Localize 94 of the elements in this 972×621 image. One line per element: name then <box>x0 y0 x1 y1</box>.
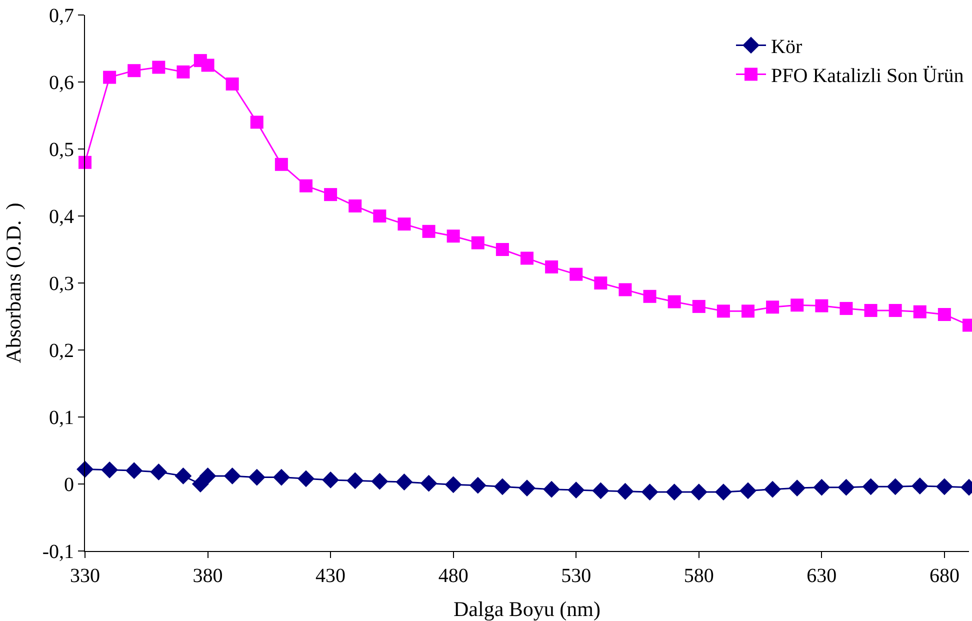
point <box>274 158 288 171</box>
point <box>740 482 756 500</box>
point <box>199 468 216 484</box>
point <box>248 468 266 486</box>
point <box>469 476 486 494</box>
x-tick-label: 630 <box>806 565 837 587</box>
y-tick-label: 0,6 <box>49 72 74 94</box>
point <box>840 302 853 315</box>
y-tick-label: 0,7 <box>49 5 74 27</box>
point <box>592 482 610 500</box>
point <box>716 304 730 318</box>
point <box>766 300 780 314</box>
point <box>643 290 656 303</box>
point <box>518 480 536 496</box>
point <box>668 295 681 308</box>
point <box>176 65 190 78</box>
point <box>300 179 312 192</box>
x-tick-label: 680 <box>929 565 960 587</box>
point <box>938 308 951 321</box>
x-tick-label: 480 <box>438 565 468 587</box>
point <box>568 482 585 498</box>
point <box>396 474 413 490</box>
x-tick-label: 330 <box>70 565 100 587</box>
point <box>520 252 534 265</box>
point <box>641 484 658 500</box>
y-tick-label: 0,1 <box>49 407 74 429</box>
point <box>666 484 683 500</box>
point <box>201 58 214 72</box>
y-tick-label: 0,3 <box>49 273 74 295</box>
point <box>174 468 192 484</box>
point <box>471 236 484 250</box>
point <box>422 224 436 238</box>
point <box>298 470 314 488</box>
point <box>742 304 754 318</box>
legend-label: PFO Katalizli Son Ürün <box>771 65 964 88</box>
point <box>150 463 168 480</box>
point <box>764 480 782 498</box>
point <box>420 474 438 492</box>
point <box>101 461 118 478</box>
point <box>322 472 340 488</box>
x-tick-label: 430 <box>316 565 346 587</box>
point <box>371 472 388 490</box>
point <box>815 299 828 312</box>
x-tick-label: 380 <box>192 565 223 587</box>
point <box>128 64 141 78</box>
point <box>348 199 362 212</box>
point <box>888 304 902 317</box>
point <box>913 305 926 318</box>
point <box>373 210 386 222</box>
x-axis-title: Dalga Boyu (nm) <box>454 597 600 621</box>
point <box>126 462 143 480</box>
y-tick-label: 0,2 <box>49 340 74 362</box>
point <box>545 260 558 274</box>
y-tick-label: 0,4 <box>49 206 74 228</box>
point <box>862 478 880 496</box>
point <box>690 484 708 500</box>
point <box>250 116 264 129</box>
y-axis-title: Absorbans (O.D. ) <box>1 202 26 364</box>
x-tick-label: 580 <box>684 565 714 587</box>
point <box>911 478 928 494</box>
point <box>594 276 608 290</box>
point <box>192 476 209 492</box>
x-tick-label: 530 <box>561 565 592 587</box>
point <box>398 218 411 231</box>
point <box>886 478 904 496</box>
point <box>152 60 166 74</box>
point <box>226 78 239 91</box>
point <box>496 243 509 256</box>
point <box>936 478 953 496</box>
point <box>324 188 338 202</box>
point <box>224 468 241 484</box>
point <box>78 156 92 169</box>
point <box>788 480 806 496</box>
point <box>444 476 462 494</box>
point <box>864 304 878 317</box>
point <box>813 478 830 496</box>
point <box>714 484 732 500</box>
point <box>692 300 706 313</box>
point <box>272 468 290 486</box>
point <box>616 482 634 500</box>
point <box>446 230 460 243</box>
legend-label: Kör <box>771 36 802 58</box>
point <box>494 478 511 496</box>
y-tick-label: 0,5 <box>49 139 74 161</box>
point <box>346 472 364 490</box>
point <box>838 478 855 496</box>
y-tick-label: -0,1 <box>42 541 74 563</box>
point <box>543 480 560 498</box>
point <box>790 298 804 312</box>
point <box>618 283 632 296</box>
point <box>76 460 94 478</box>
point <box>103 70 116 84</box>
point <box>570 268 583 281</box>
y-tick-label: 0 <box>64 474 74 496</box>
